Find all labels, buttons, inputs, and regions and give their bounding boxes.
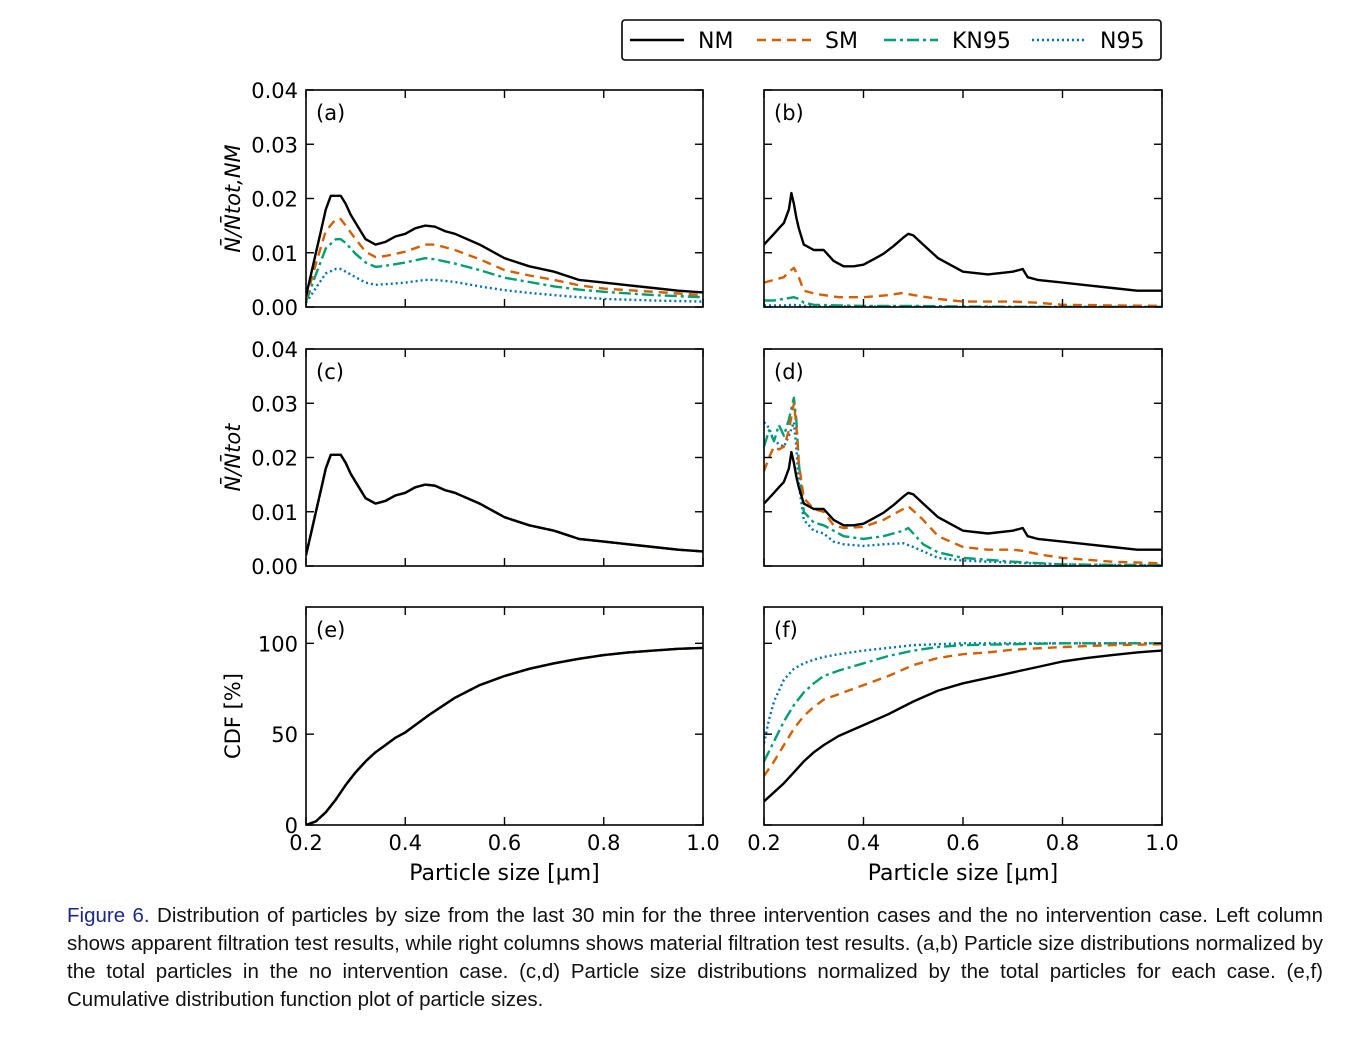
legend: NM SM KN95 N95 <box>621 19 1162 61</box>
panel-label: (a) <box>316 101 345 125</box>
panels: 0.00 0.01 0.02 0.03 0.04 N̄/N̄tot,NM (a) (b) 0.0… <box>220 79 1179 886</box>
x-tick-label: 0.8 <box>587 831 620 855</box>
x-tick-label: 0.6 <box>946 831 979 855</box>
y-axis-label: CDF [%] <box>221 673 245 759</box>
legend-label-nm: NM <box>698 29 733 54</box>
series-line-n95-e <box>306 646 703 825</box>
panel-e: 0 50 100 0.2 0.4 0.6 0.8 1.0 Particle size [μm] C… <box>221 606 720 886</box>
x-tick-label: 0.2 <box>747 831 780 855</box>
figure: NM SM KN95 N95 0.00 0.01 0.02 0.03 0.04 N̄/N̄tot… <box>220 19 1179 886</box>
panel-label: (c) <box>316 360 344 384</box>
x-tick-label: 0.2 <box>289 831 322 855</box>
plot-frame-a <box>305 89 704 308</box>
y-tick-label: 0.02 <box>251 188 298 212</box>
panel-b: (b) <box>763 89 1163 308</box>
series-line-sm-b <box>764 266 1162 307</box>
series-line-nm-e <box>306 646 703 825</box>
figure-caption: Figure 6. Distribution of particles by s… <box>67 902 1323 1014</box>
plot-frame-d <box>763 348 1163 567</box>
series-line-sm-e <box>306 646 703 825</box>
caption-label: Figure 6. <box>67 904 150 927</box>
series-line-sm-f <box>764 643 1162 777</box>
series-line-n95-c <box>306 453 703 556</box>
plot-frame-b <box>763 89 1163 308</box>
series-line-n95-d <box>764 421 1162 566</box>
panel-c: 0.00 0.01 0.02 0.03 0.04 N̄/N̄tot (c) <box>220 338 704 579</box>
series-line-nm-a <box>306 194 703 297</box>
legend-label-kn95: KN95 <box>952 29 1011 54</box>
x-tick-label: 1.0 <box>686 831 719 855</box>
plot-frame-c <box>305 348 704 567</box>
series-line-nm-b <box>764 191 1162 292</box>
y-tick-label: 0.00 <box>251 555 298 579</box>
caption-text: Distribution of particles by size from t… <box>67 904 1324 1011</box>
y-tick-label: 0.02 <box>251 447 298 471</box>
x-axis-label: Particle size [μm] <box>409 861 600 886</box>
y-tick-label: 0.00 <box>251 296 298 320</box>
series-line-sm-c <box>306 453 703 556</box>
series-line-n95-b <box>764 303 1162 307</box>
plot-frame-f <box>763 606 1163 826</box>
series-line-sm-d <box>764 402 1162 565</box>
plot-frame-e <box>305 606 704 826</box>
y-tick-label: 0.01 <box>251 242 298 266</box>
series-line-kn95-c <box>306 453 703 556</box>
series-line-nm-d <box>764 450 1162 551</box>
panel-f: 0.2 0.4 0.6 0.8 1.0 Particle size [μm] (f) <box>747 606 1179 886</box>
legend-label-n95: N95 <box>1100 29 1144 54</box>
x-tick-label: 0.6 <box>488 831 521 855</box>
panel-label: (d) <box>774 360 804 384</box>
x-axis-label: Particle size [μm] <box>868 861 1059 886</box>
y-tick-label: 0.04 <box>251 79 298 103</box>
legend-label-sm: SM <box>825 29 858 54</box>
y-tick-label: 50 <box>271 723 298 747</box>
y-axis-label: N̄/N̄tot <box>220 423 245 492</box>
x-tick-label: 0.4 <box>389 831 422 855</box>
panel-a: 0.00 0.01 0.02 0.03 0.04 N̄/N̄tot,NM (a) <box>220 79 704 320</box>
y-tick-label: 0.03 <box>251 392 298 416</box>
panel-d: (d) <box>763 348 1163 567</box>
series-line-kn95-a <box>306 237 703 303</box>
y-tick-label: 0.03 <box>251 133 298 157</box>
series-line-kn95-e <box>306 646 703 825</box>
y-tick-label: 0.01 <box>251 501 298 525</box>
panel-label: (f) <box>774 618 798 642</box>
y-tick-label: 100 <box>258 632 298 656</box>
series-line-n95-f <box>764 642 1162 744</box>
series-line-nm-f <box>764 649 1162 803</box>
series-line-kn95-d <box>764 396 1162 566</box>
panel-label: (b) <box>774 101 804 125</box>
panel-label: (e) <box>316 618 345 642</box>
series-line-nm-c <box>306 453 703 556</box>
x-tick-label: 1.0 <box>1145 831 1178 855</box>
series-line-sm-a <box>306 217 703 300</box>
y-tick-label: 0 <box>285 814 298 838</box>
y-tick-label: 0.04 <box>251 338 298 362</box>
series-line-kn95-f <box>764 642 1162 762</box>
x-tick-label: 0.8 <box>1046 831 1079 855</box>
y-axis-label: N̄/N̄tot,NM <box>220 144 245 252</box>
x-tick-label: 0.4 <box>847 831 880 855</box>
